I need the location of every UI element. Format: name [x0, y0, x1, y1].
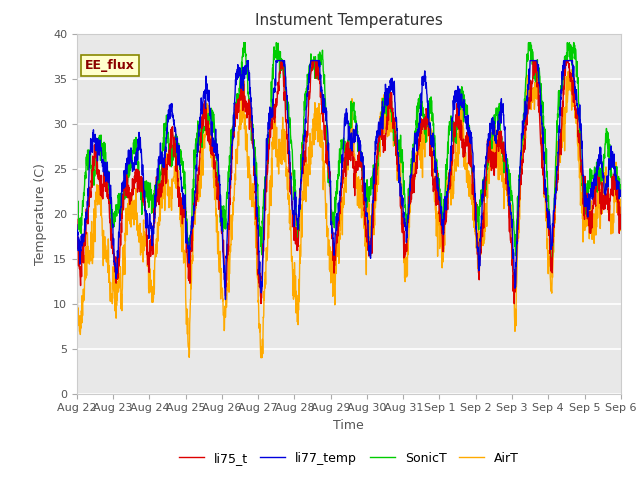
AirT — [584, 217, 592, 223]
AirT — [570, 84, 577, 90]
li77_temp — [508, 210, 515, 216]
li77_temp — [584, 204, 592, 210]
AirT — [365, 216, 372, 222]
SonicT — [225, 178, 232, 184]
Legend: li75_t, li77_temp, SonicT, AirT: li75_t, li77_temp, SonicT, AirT — [173, 447, 524, 469]
li75_t — [257, 300, 265, 306]
li77_temp — [221, 297, 229, 302]
li75_t — [584, 211, 592, 217]
li77_temp — [225, 201, 232, 206]
li77_temp — [365, 249, 372, 254]
Text: EE_flux: EE_flux — [85, 59, 135, 72]
AirT — [617, 226, 625, 232]
AirT — [257, 355, 264, 360]
AirT — [566, 67, 573, 72]
AirT — [507, 202, 515, 208]
Line: SonicT: SonicT — [77, 43, 621, 276]
li75_t — [365, 253, 372, 259]
Y-axis label: Temperature (C): Temperature (C) — [35, 163, 47, 264]
li75_t — [570, 78, 577, 84]
li77_temp — [377, 122, 385, 128]
li77_temp — [617, 187, 625, 193]
SonicT — [240, 40, 248, 46]
SonicT — [73, 209, 81, 215]
li75_t — [278, 58, 285, 63]
SonicT — [617, 187, 625, 193]
li77_temp — [73, 222, 81, 228]
SonicT — [186, 273, 193, 278]
SonicT — [365, 196, 372, 202]
Title: Instument Temperatures: Instument Temperatures — [255, 13, 443, 28]
AirT — [376, 110, 384, 116]
SonicT — [570, 46, 577, 52]
AirT — [73, 302, 81, 308]
AirT — [225, 251, 232, 257]
SonicT — [584, 187, 592, 192]
X-axis label: Time: Time — [333, 419, 364, 432]
li77_temp — [570, 74, 577, 80]
Line: li77_temp: li77_temp — [77, 60, 621, 300]
li75_t — [225, 248, 232, 254]
li75_t — [508, 235, 515, 240]
li75_t — [73, 216, 81, 222]
Line: li75_t: li75_t — [77, 60, 621, 303]
SonicT — [508, 189, 515, 195]
li77_temp — [243, 58, 251, 63]
li75_t — [617, 226, 625, 232]
li75_t — [377, 128, 385, 134]
SonicT — [377, 121, 385, 127]
Line: AirT: AirT — [77, 70, 621, 358]
